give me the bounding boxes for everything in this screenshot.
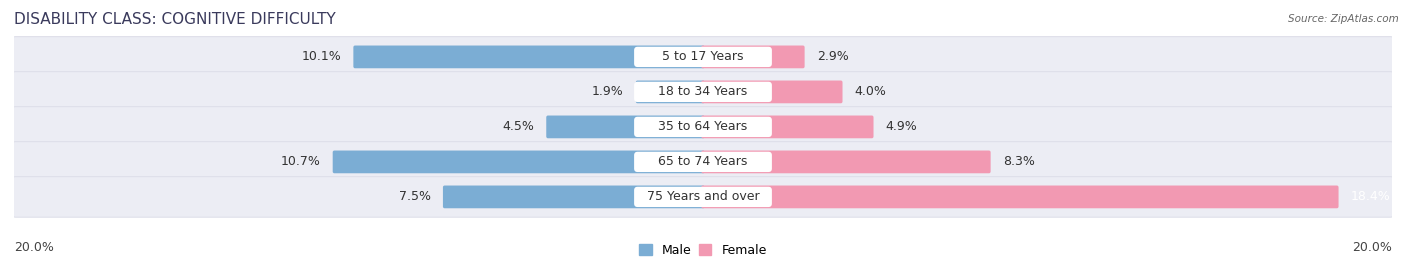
FancyBboxPatch shape [11,177,1395,217]
FancyBboxPatch shape [634,47,772,67]
FancyBboxPatch shape [11,72,1395,112]
Text: 1.9%: 1.9% [592,85,624,98]
Legend: Male, Female: Male, Female [640,244,766,257]
Text: 35 to 64 Years: 35 to 64 Years [658,120,748,133]
FancyBboxPatch shape [11,37,1395,77]
Text: 10.1%: 10.1% [301,50,342,63]
Text: 75 Years and over: 75 Years and over [647,190,759,203]
FancyBboxPatch shape [11,107,1395,147]
Text: 5 to 17 Years: 5 to 17 Years [662,50,744,63]
FancyBboxPatch shape [634,82,772,102]
Text: 10.7%: 10.7% [281,156,321,168]
Text: 4.5%: 4.5% [502,120,534,133]
FancyBboxPatch shape [634,187,772,207]
FancyBboxPatch shape [636,80,704,103]
Text: 65 to 74 Years: 65 to 74 Years [658,156,748,168]
Text: 4.0%: 4.0% [855,85,886,98]
FancyBboxPatch shape [702,80,842,103]
FancyBboxPatch shape [333,150,704,173]
Text: 2.9%: 2.9% [817,50,848,63]
Text: 18.4%: 18.4% [1351,190,1391,203]
FancyBboxPatch shape [634,117,772,137]
Text: 4.9%: 4.9% [886,120,917,133]
FancyBboxPatch shape [702,116,873,138]
FancyBboxPatch shape [702,46,804,68]
FancyBboxPatch shape [353,46,704,68]
Text: Source: ZipAtlas.com: Source: ZipAtlas.com [1288,14,1399,23]
FancyBboxPatch shape [634,152,772,172]
Text: 8.3%: 8.3% [1002,156,1035,168]
FancyBboxPatch shape [443,185,704,208]
Text: DISABILITY CLASS: COGNITIVE DIFFICULTY: DISABILITY CLASS: COGNITIVE DIFFICULTY [14,12,336,27]
Text: 20.0%: 20.0% [14,241,53,254]
Text: 20.0%: 20.0% [1353,241,1392,254]
FancyBboxPatch shape [11,141,1395,182]
FancyBboxPatch shape [702,185,1339,208]
Text: 7.5%: 7.5% [399,190,430,203]
FancyBboxPatch shape [547,116,704,138]
FancyBboxPatch shape [702,150,991,173]
Text: 18 to 34 Years: 18 to 34 Years [658,85,748,98]
